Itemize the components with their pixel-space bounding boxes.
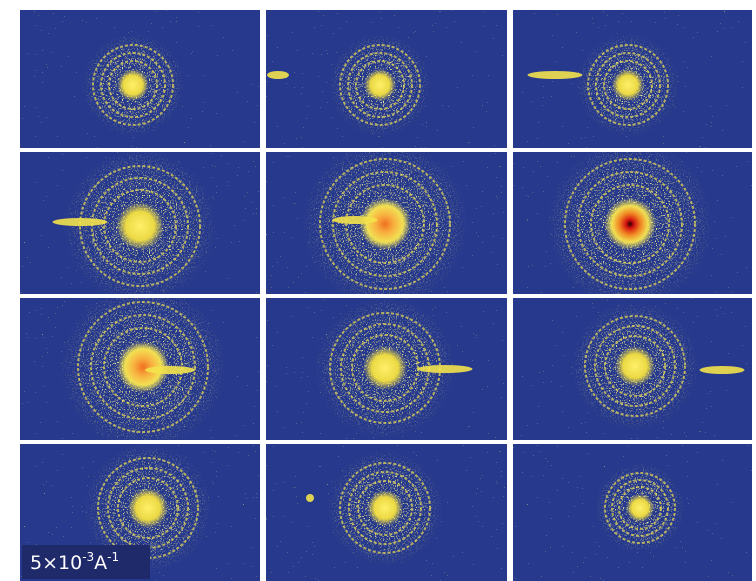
streak — [528, 71, 583, 79]
panel-content — [513, 444, 752, 581]
panel-content — [266, 298, 507, 440]
panel-content — [20, 298, 260, 440]
page: {"scale_label": {"base": "5×10", "expone… — [0, 0, 756, 581]
streak — [333, 216, 378, 224]
streak — [700, 366, 745, 374]
streak — [267, 71, 289, 79]
panel — [513, 298, 752, 440]
panel-grid — [20, 10, 756, 581]
panel — [513, 152, 752, 294]
streak — [53, 218, 108, 226]
core — [116, 202, 164, 250]
panel — [513, 444, 752, 581]
panel-content — [266, 10, 507, 148]
panel-content — [266, 152, 507, 294]
scale-exponent: -3 — [82, 550, 94, 564]
panel — [513, 10, 752, 148]
core — [128, 488, 168, 528]
core — [363, 346, 407, 390]
panel — [266, 444, 507, 581]
streak — [306, 494, 314, 502]
panel-content — [20, 10, 260, 148]
core — [604, 198, 656, 250]
panel — [20, 10, 260, 148]
scale-label-box: 5×10-3A-1 — [22, 545, 150, 579]
scale-base: 5×10 — [30, 552, 82, 574]
core — [367, 490, 403, 526]
scale-unit-exponent: -1 — [107, 550, 119, 564]
core — [364, 69, 396, 101]
core — [359, 198, 411, 250]
panel — [266, 298, 507, 440]
scale-unit: A — [94, 552, 107, 574]
streak — [145, 366, 195, 374]
core — [117, 69, 149, 101]
panel-content — [513, 298, 752, 440]
scale-label: 5×10-3A-1 — [30, 550, 119, 574]
panel — [20, 152, 260, 294]
streak — [418, 365, 473, 373]
panel-content — [20, 152, 260, 294]
panel-content — [513, 10, 752, 148]
figure: 5×10-3A-1 — [0, 0, 756, 581]
core — [626, 494, 654, 522]
core — [615, 346, 655, 386]
panel — [20, 298, 260, 440]
panel-content — [266, 444, 507, 581]
panel — [266, 10, 507, 148]
panel — [266, 152, 507, 294]
panel-content — [513, 152, 752, 294]
core — [612, 69, 644, 101]
